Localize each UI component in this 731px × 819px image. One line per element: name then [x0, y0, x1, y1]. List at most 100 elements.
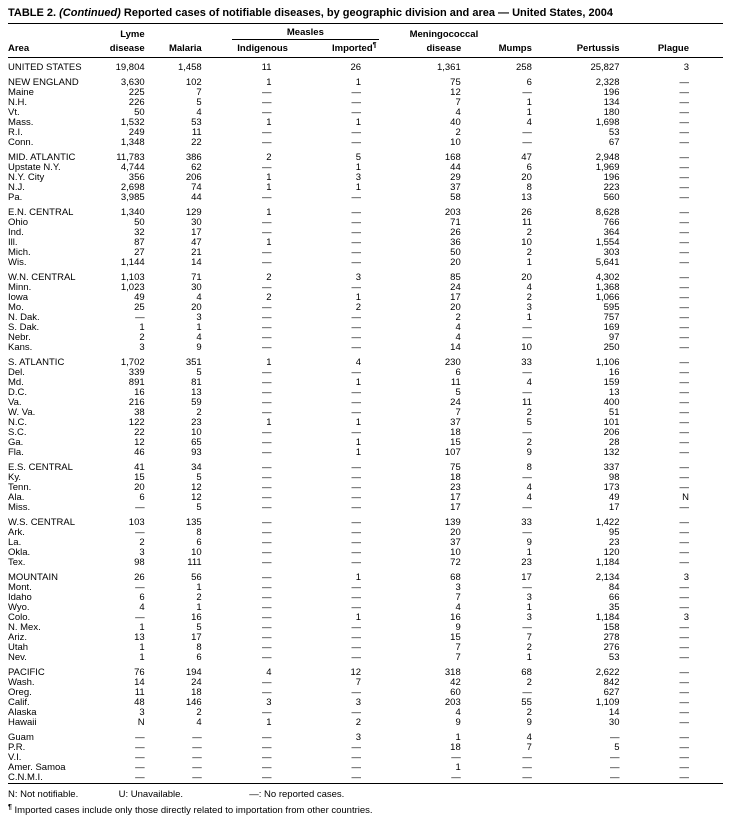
value-cell: — [135, 732, 145, 744]
value-cell: 60 [450, 688, 461, 699]
value-cell: 1,554 [595, 238, 620, 249]
value-cell: 1 [355, 77, 362, 89]
footnote-no-cases: —: No reported cases. [249, 789, 345, 801]
value-cell: 26 [350, 62, 362, 74]
value-cell: — [261, 633, 272, 644]
table-row: S. ATLANTIC 1,702 351 1 4 230 33 1,106 — [8, 353, 723, 368]
value-cell: 250 [603, 343, 620, 354]
value-cell: 71 [191, 272, 202, 284]
value-cell: — [351, 462, 362, 474]
value-cell: 7 [526, 633, 532, 644]
value-cell: — [351, 633, 362, 644]
value-cell: 1 [355, 378, 362, 389]
value-cell: 2 [196, 593, 202, 604]
value-cell: 17 [450, 493, 461, 504]
value-cell: — [351, 207, 362, 219]
area-cell: W.N. CENTRAL [8, 272, 76, 284]
value-cell: 50 [134, 108, 145, 119]
value-cell: 28 [608, 438, 620, 449]
value-cell: 4 [266, 667, 272, 679]
value-cell: 97 [608, 333, 620, 344]
value-cell: 356 [128, 173, 145, 184]
value-cell: 20 [521, 173, 532, 184]
value-cell: — [351, 258, 362, 269]
value-cell: 11,783 [116, 152, 145, 164]
value-cell: — [351, 138, 362, 149]
value-cell: 29 [450, 173, 461, 184]
col-header-meningococcal-line2: disease [397, 40, 491, 59]
area-cell: Ohio [8, 218, 29, 229]
area-cell: Ill. [8, 238, 18, 249]
value-cell: — [610, 763, 620, 774]
value-cell: — [679, 378, 690, 389]
value-cell: — [679, 438, 690, 449]
value-cell: 37 [450, 183, 461, 194]
value-cell: — [351, 593, 362, 604]
col-header-meningococcal-line1: Meningococcal [397, 23, 491, 41]
value-cell: — [522, 128, 532, 139]
value-cell: 206 [603, 428, 620, 439]
value-cell: — [261, 688, 272, 699]
value-cell: 169 [603, 323, 620, 334]
value-cell: 3 [196, 313, 202, 324]
value-cell: 3 [355, 272, 362, 284]
value-cell: 225 [128, 88, 145, 99]
value-cell: 194 [185, 667, 202, 679]
value-cell: 12 [134, 438, 145, 449]
value-cell: — [679, 633, 690, 644]
division-group: W.S. CENTRAL 103 135— —139 33 1,422— Ark. —8— —2… [8, 513, 723, 568]
area-cell: N.C. [8, 418, 27, 429]
value-cell: 14 [608, 708, 620, 719]
value-cell: — [261, 732, 272, 744]
value-cell: 3 [139, 708, 145, 719]
value-cell: — [261, 678, 272, 689]
value-cell: 1,144 [120, 258, 145, 269]
col-header-imported: Imported¶ [311, 40, 398, 59]
value-cell: 1,348 [120, 138, 145, 149]
table-continued-label: (Continued) [59, 7, 121, 19]
value-cell: — [261, 753, 272, 764]
value-cell: 1 [196, 603, 202, 614]
value-cell: 3 [683, 62, 689, 74]
value-cell: 249 [128, 128, 145, 139]
value-cell: 276 [603, 643, 620, 654]
value-cell: — [351, 98, 362, 109]
value-cell: — [351, 473, 362, 484]
table-row: S.C. 22 10 — — 18 — 206 — [8, 428, 723, 438]
value-cell: — [261, 378, 272, 389]
value-cell: — [522, 388, 532, 399]
value-cell: 11 [134, 688, 145, 699]
value-cell: — [522, 503, 532, 514]
value-cell: 25,827 [590, 62, 620, 74]
value-cell: — [679, 428, 690, 439]
table-row: Ky. 15 5 — — 18 — 98 — [8, 473, 723, 483]
value-cell: 337 [603, 462, 620, 474]
value-cell: 4 [455, 708, 461, 719]
value-cell: 1 [355, 613, 362, 624]
col-header-mumps: Mumps [490, 40, 554, 59]
value-cell: 9 [196, 343, 202, 354]
value-cell: — [261, 503, 272, 514]
value-cell: — [679, 678, 690, 689]
footnote-legend: N: Not notifiable. U: Unavailable. —: No… [8, 788, 723, 801]
value-cell: 53 [191, 118, 202, 129]
area-cell: Tex. [8, 558, 26, 569]
value-cell: 2 [526, 408, 532, 419]
value-cell: 1 [139, 323, 145, 334]
value-cell: 1 [526, 98, 532, 109]
value-cell: 13 [134, 633, 145, 644]
value-cell: 44 [191, 193, 202, 204]
value-cell: — [351, 517, 362, 529]
value-cell: — [522, 773, 532, 784]
table-row: UNITED STATES 19,804 1,458 11 26 1,361 258 25,8… [8, 58, 723, 74]
value-cell: — [351, 538, 362, 549]
table-row: N. Dak. — 3 — — 2 1 757 — [8, 313, 723, 323]
footnote-not-notifiable: N: Not notifiable. [8, 789, 79, 801]
value-cell: — [261, 388, 272, 399]
value-cell: 1,422 [595, 517, 620, 529]
value-cell: 101 [603, 418, 620, 429]
value-cell: 129 [185, 207, 202, 219]
value-cell: — [261, 343, 272, 354]
value-cell: — [261, 623, 272, 634]
value-cell: — [679, 462, 690, 474]
